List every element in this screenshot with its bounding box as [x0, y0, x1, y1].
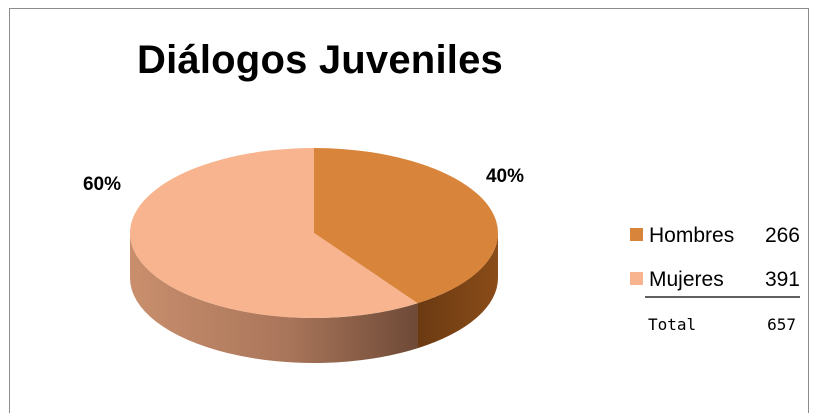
legend-value-mujeres: 391 [765, 268, 800, 291]
total-value: 657 [767, 315, 796, 334]
legend-swatch-mujeres [630, 272, 643, 285]
legend-label-mujeres: Mujeres [649, 268, 724, 291]
legend-value-hombres: 266 [765, 224, 800, 247]
total-label: Total [648, 315, 696, 334]
pct-label-mujeres: 60% [83, 174, 121, 195]
pct-label-hombres: 40% [486, 166, 524, 187]
legend-swatch-hombres [630, 228, 643, 241]
pie-side-mujeres [130, 233, 418, 363]
chart-title: Diálogos Juveniles [137, 38, 503, 82]
pie-side-hombres [417, 233, 498, 349]
pie-slice-mujeres[interactable] [130, 148, 418, 318]
pie-slice-hombres[interactable] [314, 148, 499, 304]
legend-label-hombres: Hombres [649, 224, 734, 247]
